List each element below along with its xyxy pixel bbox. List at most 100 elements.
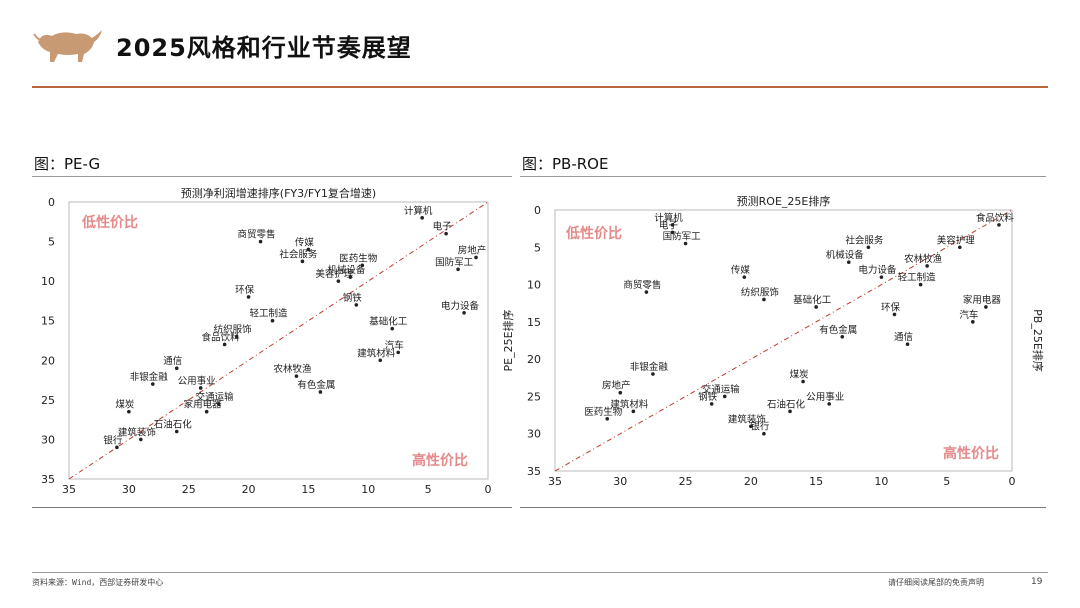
data-point	[306, 247, 311, 252]
x-tick-label: 15	[809, 475, 823, 488]
bull-logo-icon	[33, 30, 102, 62]
data-point-label: 建筑材料	[357, 347, 396, 359]
chart-title: 预测ROE_25E排序	[737, 194, 831, 208]
pe-g-scatter-chart: 预测净利润增速排序(FY3/FY1复合增速) 35 30 25 20 15 10 5 0 0 5 10…	[41, 186, 492, 496]
data-point-label: 汽车	[959, 309, 978, 321]
data-point-label: 商贸零售	[623, 279, 661, 291]
data-point	[918, 282, 923, 287]
data-point	[840, 334, 845, 339]
data-point-label: 纺织服饰	[741, 286, 779, 298]
data-point-label: 纺织服饰	[214, 324, 252, 336]
x-tick-label: 20	[744, 475, 758, 488]
data-point-label: 通信	[163, 355, 182, 367]
data-point-label: 医药生物	[584, 406, 623, 418]
x-tick-label: 15	[301, 483, 315, 496]
plot-area	[554, 209, 1013, 472]
data-point	[198, 386, 203, 390]
zone-label-high-value: 高性价比	[943, 445, 999, 462]
footer-divider	[32, 572, 1048, 573]
zone-label-low-value: 低性价比	[81, 214, 138, 231]
data-point-label: 电力设备	[858, 264, 897, 276]
data-point	[390, 326, 395, 331]
data-point	[709, 402, 714, 406]
data-point-label: 国防军工	[435, 256, 474, 268]
title-divider	[32, 86, 1048, 88]
data-point-label: 基础化工	[793, 294, 832, 306]
y-tick-label: 5	[534, 241, 541, 254]
data-point-label: 电力设备	[441, 300, 480, 312]
data-point	[879, 275, 884, 279]
data-point	[444, 231, 448, 236]
x-tick-label: 5	[943, 475, 950, 488]
data-point	[722, 394, 727, 399]
data-point-label: 国防军工	[663, 231, 702, 243]
y-tick-label: 30	[527, 428, 541, 441]
data-point-label: 非银金融	[130, 371, 169, 383]
data-point-label: 钢铁	[343, 292, 363, 304]
y-tick-label: 10	[527, 279, 541, 292]
y-tick-label: 15	[527, 316, 541, 329]
data-point-label: 医药生物	[339, 252, 378, 264]
data-point	[644, 290, 649, 294]
data-point-label: 公用事业	[178, 375, 216, 387]
data-point	[354, 303, 359, 307]
data-point	[814, 305, 818, 309]
chart-bottom-rule-right	[520, 507, 1046, 508]
data-point	[222, 342, 227, 347]
data-point-label: 食品饮料	[202, 331, 241, 343]
data-point	[270, 318, 275, 323]
y-tick-label: 0	[534, 204, 541, 217]
data-point-label: 食品饮料	[976, 212, 1015, 224]
x-tick-label: 30	[122, 483, 136, 496]
data-point-label: 通信	[894, 331, 913, 343]
data-point-label: 农林牧渔	[273, 363, 312, 375]
data-point	[670, 223, 675, 227]
data-point	[127, 409, 131, 414]
data-point-label: 房地产	[602, 380, 631, 392]
data-point-label: 建筑装饰	[728, 413, 766, 425]
data-point-label: 非银金融	[630, 361, 669, 373]
x-tick-label: 5	[425, 483, 432, 496]
x-tick-label: 0	[1009, 475, 1016, 488]
chart-title: 预测净利润增速排序(FY3/FY1复合增速)	[181, 186, 376, 200]
data-point-label: 机械设备	[826, 249, 865, 261]
data-point	[925, 264, 929, 268]
data-point	[246, 295, 251, 299]
data-point	[420, 216, 424, 220]
data-point	[866, 245, 871, 250]
data-point	[336, 279, 341, 283]
data-point	[997, 223, 1001, 227]
data-point	[605, 417, 610, 421]
data-point	[762, 297, 766, 302]
page-title: 2025风格和行业节奏展望	[116, 34, 412, 62]
y-tick-label: 10	[41, 275, 55, 288]
data-point-label: 农林牧渔	[904, 253, 943, 265]
data-point	[749, 424, 753, 429]
data-point-label: 商贸零售	[238, 229, 276, 241]
data-point	[846, 260, 851, 264]
data-point	[204, 409, 209, 414]
data-point	[378, 358, 383, 363]
page-number: 19	[1031, 577, 1043, 587]
y-tick-label: 25	[41, 394, 55, 407]
footer-disclaimer: 请仔细阅读尾部的免责声明	[888, 578, 984, 587]
data-point-label: 公用事业	[806, 391, 844, 403]
data-point	[396, 350, 401, 355]
data-point-label: 计算机	[654, 212, 683, 224]
data-point	[258, 239, 263, 244]
data-point	[139, 437, 143, 442]
figure-rule-left	[32, 176, 512, 177]
data-point	[456, 267, 460, 272]
data-point-label: 传媒	[731, 264, 751, 276]
data-point	[474, 255, 478, 260]
x-tick-label: 35	[62, 483, 76, 496]
data-point-label: 煤炭	[115, 399, 135, 411]
data-point-label: 石油石化	[767, 398, 806, 410]
figure-rule-right	[520, 176, 1046, 177]
zone-label-high-value: 高性价比	[412, 452, 468, 469]
diagonal-reference-line	[554, 209, 1013, 472]
figure-caption-pb-roe: 图：PB-ROE	[522, 155, 609, 173]
data-point	[957, 245, 962, 250]
data-point-label: 环保	[235, 284, 255, 296]
data-point-label: 基础化工	[369, 316, 408, 328]
